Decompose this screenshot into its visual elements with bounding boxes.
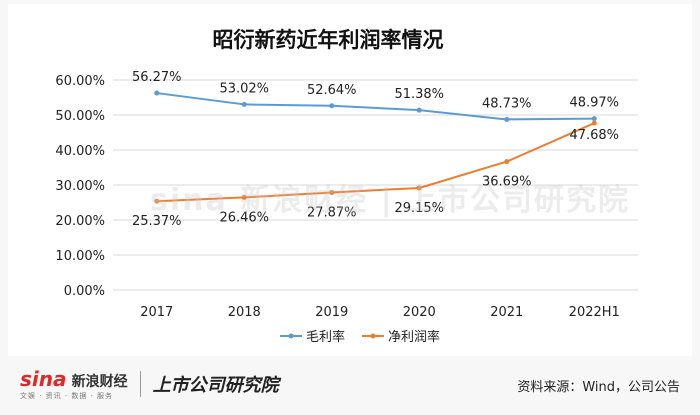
legend-marker [370, 333, 376, 339]
legend-label: 净利润率 [388, 329, 440, 345]
data-label: 53.02% [219, 81, 269, 96]
sina-subtitle: 文娱 · 资讯 · 数据 · 服务 [20, 392, 114, 400]
data-point [416, 107, 422, 113]
data-point [416, 185, 422, 191]
data-label: 48.97% [569, 96, 619, 111]
data-label: 29.15% [394, 201, 444, 216]
y-tick-label: 60.00% [55, 74, 105, 89]
x-tick-label: 2017 [140, 305, 173, 320]
y-tick-label: 0.00% [64, 284, 105, 299]
data-point [241, 101, 247, 107]
footer-logo: sina 新浪财经 文娱 · 资讯 · 数据 · 服务 上市公司研究院 [20, 367, 279, 400]
data-point [591, 116, 597, 122]
data-point [504, 159, 510, 165]
sina-logo: sina [20, 367, 67, 391]
x-tick-label: 2018 [228, 305, 261, 320]
data-label: 47.68% [569, 128, 619, 143]
y-tick-label: 30.00% [55, 179, 105, 194]
data-point [504, 116, 510, 122]
data-label: 56.27% [132, 70, 182, 85]
y-tick-label: 20.00% [55, 214, 105, 229]
line-chart: 60.00% 50.00% 40.00% 30.00% 20.00% 10.00% 0.00… [55, 70, 638, 345]
data-point [154, 90, 160, 96]
research-institute-logo: 上市公司研究院 [152, 375, 279, 396]
data-label: 52.64% [307, 83, 357, 98]
sina-brand-name: 新浪财经 [71, 374, 128, 390]
data-label: 26.46% [219, 210, 269, 225]
y-tick-label: 40.00% [55, 144, 105, 159]
data-source: 资料来源：Wind，公司公告 [517, 380, 680, 395]
data-label: 36.69% [482, 175, 532, 190]
x-tick-label: 2022H1 [569, 305, 620, 320]
x-tick-label: 2021 [490, 305, 523, 320]
data-point [591, 120, 597, 126]
series-line-0 [156, 92, 595, 121]
logo-divider [139, 371, 141, 397]
data-point [241, 194, 247, 200]
data-label: 25.37% [132, 214, 182, 229]
data-point [329, 103, 335, 109]
data-label: 27.87% [307, 205, 357, 220]
y-tick-label: 50.00% [55, 109, 105, 124]
y-tick-label: 10.00% [55, 249, 105, 264]
data-label: 51.38% [394, 87, 444, 102]
chart-title: 昭衍新药近年利润率情况 [212, 28, 444, 52]
x-tick-label: 2020 [403, 305, 436, 320]
data-label: 48.73% [482, 96, 532, 111]
series-line-1 [156, 122, 595, 203]
x-tick-label: 2019 [315, 305, 348, 320]
chart-panel: 昭衍新药近年利润率情况 60.00% 50.00% 40.00% 30.00% 20.0… [8, 4, 692, 356]
legend-label: 毛利率 [306, 329, 345, 345]
data-point [154, 198, 160, 204]
data-point [329, 189, 335, 195]
legend-marker [288, 333, 294, 339]
